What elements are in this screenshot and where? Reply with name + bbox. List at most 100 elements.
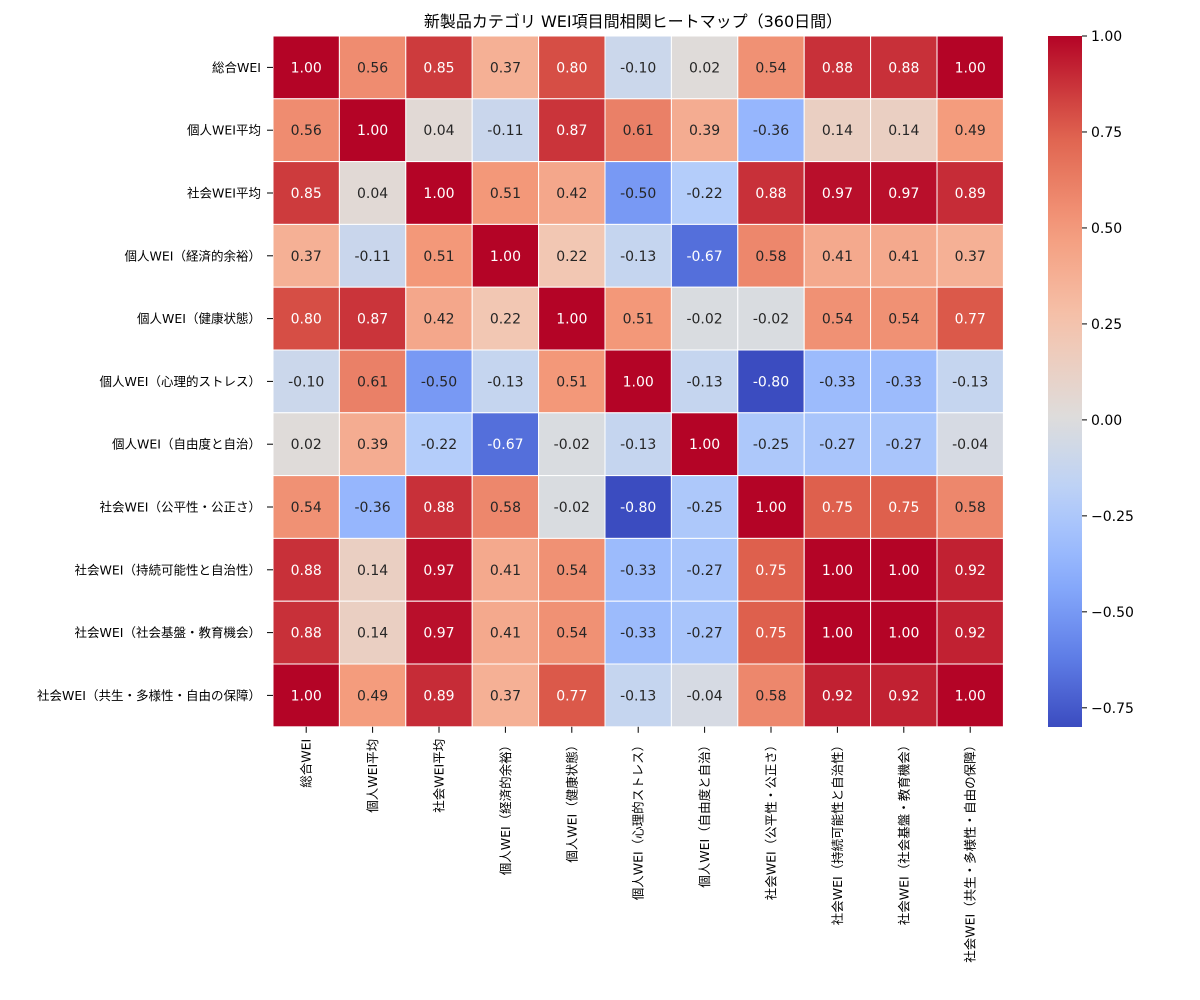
cell-value-label: 0.22 [490,312,521,328]
heatmap-cell [272,35,340,100]
heatmap-cell [670,412,739,477]
cell-value-label: -0.02 [753,312,789,328]
heatmap-cell [737,663,805,728]
cell-value-label: 0.58 [755,688,786,704]
heatmap-cell [803,537,872,602]
heatmap-cell [870,537,938,602]
heatmap-cell [870,286,938,351]
heatmap-cell [737,98,805,163]
heatmap-cell [936,98,1004,163]
cell-value-label: -0.13 [620,437,656,453]
cell-value-label: 0.97 [888,186,919,202]
heatmap-cell [272,412,340,477]
heatmap-cell [803,349,872,414]
cell-value-label: 1.00 [423,186,454,202]
heatmap-cell [737,537,805,602]
cell-value-label: 0.80 [556,60,587,76]
colorbar-tick-label: 0.25 [1091,317,1122,333]
colorbar-tick-label: 0.75 [1091,125,1122,141]
cell-value-label: 0.39 [357,437,388,453]
heatmap-cell [538,98,606,163]
column-label: 個人WEI（自由度と自治） [697,739,712,888]
cell-value-label: -0.27 [686,626,722,642]
cell-value-label: 0.85 [423,60,454,76]
heatmap-cell [670,475,739,539]
heatmap-cells: 1.00 0.56 0.85 0.37 0.80 -0.10 0.02 0.54 0.88 0.8… [272,35,1004,728]
cell-value-label: 0.41 [888,249,919,265]
heatmap-cell [936,286,1004,351]
heatmap-cell [870,475,938,539]
row-label: 個人WEI（健康状態） [137,311,261,326]
heatmap-cell [737,600,805,665]
column-labels: 総合WEI 個人WEI平均 社会WEI平均 個人WEI（経済的余裕） 個人WEI（健康状… [299,726,978,963]
cell-value-label: 0.92 [822,688,853,704]
row-label: 個人WEI（自由度と自治） [112,437,261,452]
cell-value-label: 0.88 [822,60,853,76]
heatmap-cell [272,600,340,665]
heatmap-cell [604,98,672,163]
cell-value-label: 0.14 [357,563,388,579]
heatmap-cell [737,35,805,100]
heatmap-cell [737,412,805,477]
heatmap-cell [272,98,340,163]
heatmap-cell [272,349,340,414]
heatmap-cell [870,663,938,728]
cell-value-label: 0.77 [556,688,587,704]
heatmap-cell [803,412,872,477]
heatmap-cell [471,223,540,288]
row-label: 社会WEI（共生・多様性・自由の保障） [37,688,261,703]
cell-value-label: 0.88 [291,563,322,579]
cell-value-label: 0.75 [822,500,853,516]
cell-value-label: 0.92 [955,626,986,642]
cell-value-label: -0.10 [620,60,656,76]
cell-value-label: 0.89 [955,186,986,202]
cell-value-label: 0.88 [291,626,322,642]
cell-value-label: 0.75 [755,563,786,579]
cell-value-label: 0.41 [490,563,521,579]
row-label: 社会WEI（社会基盤・教育機会） [75,625,261,640]
cell-value-label: 0.88 [755,186,786,202]
cell-value-label: 1.00 [955,60,986,76]
heatmap-cell [338,412,407,477]
cell-value-label: 0.56 [291,123,322,139]
cell-value-label: -0.02 [554,437,590,453]
cell-value-label: -0.50 [620,186,656,202]
cell-value-label: -0.33 [886,374,922,390]
heatmap-cell [272,286,340,351]
cell-value-label: -0.11 [354,249,390,265]
cell-value-label: -0.33 [620,626,656,642]
cell-value-label: 1.00 [888,563,919,579]
cell-value-label: 0.41 [490,626,521,642]
heatmap-cell [936,349,1004,414]
cell-value-label: 0.02 [689,60,720,76]
cell-value-label: 0.88 [423,500,454,516]
heatmap-cell [471,537,540,602]
cell-value-label: 1.00 [689,437,720,453]
cell-value-label: 0.51 [623,312,654,328]
heatmap-cell [272,537,340,602]
cell-value-label: 1.00 [623,374,654,390]
heatmap-cell [936,412,1004,477]
cell-value-label: 0.51 [556,374,587,390]
column-label: 社会WEI（社会基盤・教育機会） [896,739,911,925]
cell-value-label: 0.37 [955,249,986,265]
cell-value-label: 0.22 [556,249,587,265]
heatmap-cell [870,35,938,100]
heatmap-cell [803,161,872,225]
column-label: 個人WEI（心理的ストレス） [631,739,646,900]
cell-value-label: 1.00 [291,60,322,76]
heatmap-cell [405,600,473,665]
cell-value-label: -0.02 [686,312,722,328]
heatmap-cell [604,161,672,225]
cell-value-label: 0.54 [291,500,322,516]
heatmap-cell [604,349,672,414]
heatmap-cell [538,161,606,225]
cell-value-label: 0.54 [822,312,853,328]
heatmap-cell [471,412,540,477]
cell-value-label: -0.25 [753,437,789,453]
heatmap-cell [803,600,872,665]
cell-value-label: 0.42 [556,186,587,202]
cell-value-label: 0.49 [357,688,388,704]
column-label: 総合WEI [299,739,314,788]
